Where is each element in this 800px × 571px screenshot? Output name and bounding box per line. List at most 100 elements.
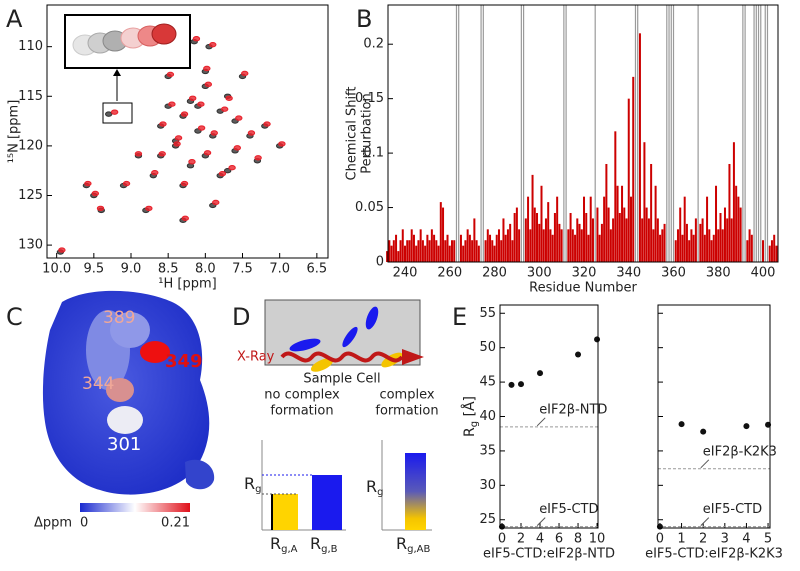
reference-arrow	[536, 517, 546, 526]
peak	[151, 169, 159, 176]
bar	[578, 223, 581, 262]
residue-label: 301	[107, 434, 141, 455]
bar	[623, 207, 626, 262]
bar	[659, 234, 662, 262]
peak	[192, 36, 201, 42]
bar	[433, 234, 436, 262]
bar	[415, 245, 418, 262]
peak	[158, 151, 166, 157]
bar	[406, 240, 409, 262]
bar	[536, 212, 539, 262]
bar	[473, 218, 476, 262]
peak	[166, 71, 175, 78]
y-axis-label-main: R	[462, 427, 478, 437]
reference-arrow	[700, 459, 710, 469]
peak	[181, 215, 189, 222]
rg-sub: g	[377, 487, 383, 498]
rg-bar	[312, 475, 342, 530]
residue-label: 349	[165, 351, 203, 372]
bar	[717, 229, 720, 262]
y-tick-label: 110	[18, 39, 43, 54]
x-tick-label: 6	[555, 532, 563, 547]
bar	[770, 240, 773, 262]
x-tick-label: 7.5	[232, 262, 253, 277]
bar	[428, 240, 431, 262]
xray-beam	[280, 351, 404, 363]
x-tick-label: 6.5	[307, 262, 328, 277]
x-tick-label: 260	[437, 266, 462, 281]
peak	[209, 41, 217, 48]
bar	[513, 212, 516, 262]
bar	[612, 218, 615, 262]
inset	[64, 14, 191, 124]
point	[678, 421, 685, 428]
rg-bar-label: Rg,AB	[396, 534, 430, 556]
bar	[674, 240, 677, 262]
bar	[524, 218, 527, 262]
bar	[527, 196, 530, 262]
bar	[444, 240, 447, 262]
bar	[574, 234, 577, 262]
y-tick-label: 125	[18, 188, 43, 203]
peak	[122, 180, 131, 187]
x-tick-label: 4	[742, 532, 750, 547]
bar	[571, 229, 574, 262]
bar	[739, 207, 742, 262]
peak	[189, 95, 197, 101]
bar	[723, 207, 726, 262]
bar	[603, 196, 606, 262]
bar	[762, 240, 765, 262]
point	[537, 370, 544, 377]
bar	[553, 212, 556, 262]
chart: 10.0 9.5 9.0 8.5 8.0 7.5 7.0 6.5 110 115 120 125 130…	[7, 4, 329, 292]
peak	[241, 70, 249, 77]
bar	[748, 229, 751, 262]
y-axis-label-rest: [Å]	[461, 396, 478, 421]
bar	[647, 218, 650, 262]
rg-sub: g	[255, 484, 261, 495]
bar	[540, 185, 543, 262]
bar	[683, 196, 686, 262]
y-axis-label-sub: g	[469, 421, 480, 427]
bar	[694, 218, 697, 262]
bar	[703, 234, 706, 262]
panel-label: B	[356, 5, 372, 33]
bar	[625, 218, 628, 262]
bar	[558, 223, 561, 262]
bar	[506, 229, 509, 262]
bar	[486, 229, 489, 262]
x-tick-label: 340	[616, 266, 641, 281]
condition-label: formation	[270, 404, 333, 419]
bar	[596, 207, 599, 262]
bar	[446, 234, 449, 262]
x-tick-label: 1	[677, 532, 685, 547]
peak	[174, 135, 183, 141]
peak	[110, 109, 119, 115]
bar	[690, 229, 693, 262]
colorbar	[80, 503, 190, 512]
bar	[589, 196, 592, 262]
molecule	[289, 338, 321, 352]
plot-frame	[499, 304, 599, 529]
peak	[220, 106, 229, 112]
surface-patch	[110, 312, 150, 348]
bar	[580, 229, 583, 262]
bar	[721, 229, 724, 262]
bar	[621, 185, 624, 262]
rg-sub: g,A	[281, 544, 298, 555]
y-tick-label: 30	[479, 478, 496, 493]
peak	[247, 130, 256, 136]
bar	[737, 196, 740, 262]
rg-sub: g,AB	[407, 544, 430, 555]
bar	[477, 245, 480, 262]
bar	[715, 185, 718, 262]
y-axis-label: Chemical Shift	[345, 87, 360, 181]
bar	[710, 240, 713, 262]
cell-label: Sample Cell	[303, 372, 380, 387]
protein-surface: 389 344 349 301	[42, 290, 215, 495]
point	[575, 351, 582, 358]
peak	[263, 121, 271, 127]
x-tick-label: 2	[517, 532, 525, 547]
panel-label: C	[6, 303, 23, 331]
